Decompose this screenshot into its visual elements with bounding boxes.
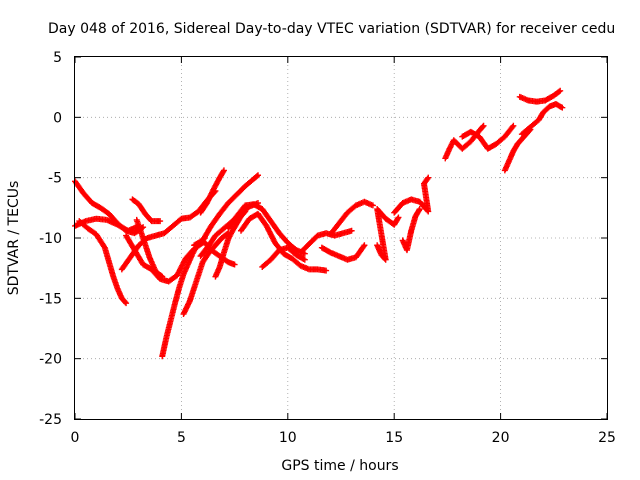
x-tick-label: 25	[598, 430, 616, 446]
data-point	[360, 243, 367, 250]
data-point	[157, 218, 164, 225]
data-points	[72, 87, 566, 360]
data-point	[509, 123, 516, 130]
grid	[75, 57, 607, 419]
data-series	[442, 122, 487, 162]
data-series	[197, 167, 227, 216]
data-series	[199, 237, 238, 268]
x-tick-label: 20	[492, 430, 510, 446]
data-point	[369, 202, 376, 209]
data-point	[559, 104, 566, 111]
data-series	[518, 101, 566, 138]
x-tick-label: 10	[279, 430, 297, 446]
data-series	[72, 215, 142, 234]
data-series	[318, 242, 368, 263]
x-tick-label: 15	[385, 430, 403, 446]
data-series	[259, 244, 308, 270]
x-axis-label: GPS time / hours	[281, 458, 398, 474]
x-tick-labels: 0 5 10 15 20 25	[71, 430, 616, 446]
data-point	[416, 206, 423, 213]
data-point	[220, 167, 227, 174]
data-point	[479, 123, 486, 130]
data-point	[395, 214, 402, 221]
data-point	[557, 87, 564, 94]
data-point	[123, 300, 130, 307]
data-point	[361, 242, 368, 249]
y-tick-label: -15	[39, 291, 62, 307]
data-series	[129, 196, 164, 225]
y-tick-label: -5	[48, 171, 62, 187]
data-point	[480, 122, 487, 129]
data-point	[255, 172, 262, 179]
data-series	[327, 198, 376, 238]
data-point	[301, 256, 308, 263]
plot-frame	[74, 56, 608, 420]
data-series	[391, 174, 432, 216]
y-tick-labels: -25 -20 -15 -10 -5 0 5	[39, 50, 62, 428]
data-point	[424, 175, 431, 182]
x-tick-label: 0	[71, 430, 80, 446]
data-point	[122, 299, 129, 306]
data-point	[558, 103, 565, 110]
y-tick-label: 5	[53, 50, 62, 66]
data-series	[237, 210, 330, 274]
x-tick-label: 5	[177, 430, 186, 446]
data-series	[76, 218, 130, 307]
y-axis-label: SDTVAR / TECUs	[6, 181, 22, 296]
data-series	[399, 206, 423, 254]
y-tick-label: -10	[39, 231, 62, 247]
data-series	[516, 87, 564, 105]
data-point	[253, 173, 260, 180]
data-point	[425, 174, 432, 181]
data-series	[459, 122, 517, 152]
data-series	[225, 201, 308, 257]
data-series	[191, 172, 262, 249]
axis-ticks	[74, 56, 608, 420]
data-point	[220, 168, 227, 175]
data-series	[501, 126, 534, 174]
data-point	[394, 215, 401, 222]
chart-title: Day 048 of 2016, Sidereal Day-to-day VTE…	[48, 21, 615, 37]
data-point	[231, 261, 238, 268]
data-point	[510, 122, 517, 129]
y-tick-label: -25	[39, 412, 62, 428]
data-series	[180, 230, 232, 318]
y-tick-label: 0	[53, 110, 62, 126]
data-point	[348, 227, 355, 234]
data-series	[374, 206, 402, 263]
data-point	[556, 88, 563, 95]
y-tick-label: -20	[39, 352, 62, 368]
data-point	[323, 267, 330, 274]
data-point	[416, 207, 423, 214]
data-point	[301, 250, 308, 257]
